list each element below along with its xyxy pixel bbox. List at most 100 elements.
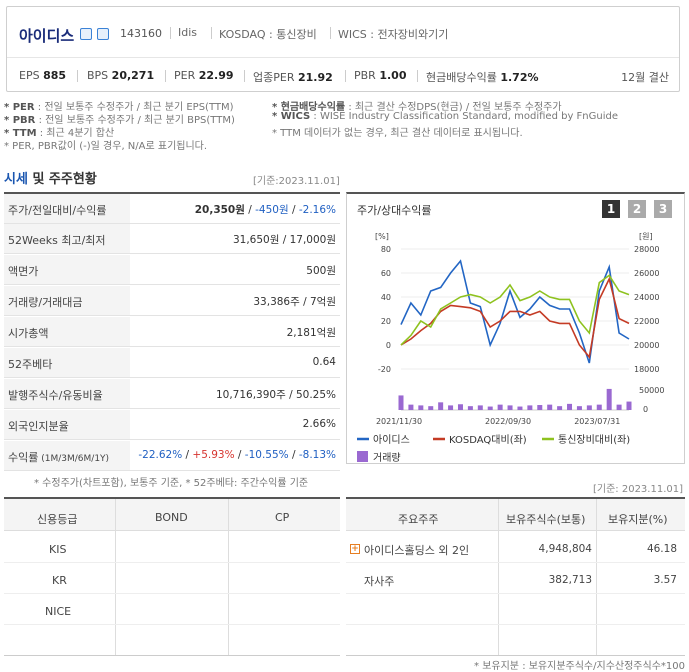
volume-bar xyxy=(408,404,414,410)
volume-bar xyxy=(547,404,553,410)
table-row: 52Weeks 최고/최저 31,650원 / 17,000원 xyxy=(4,224,340,254)
row-value: 2,181억원 xyxy=(286,327,336,339)
english-name: Idis xyxy=(178,26,198,39)
volume-bar xyxy=(537,405,543,410)
note-dividend: * 현금배당수익률 : 최근 결산 수정DPS(현금) / 전일 보통주 수정주… xyxy=(272,102,562,113)
row-value: 10,716,390주 / 50.25% xyxy=(215,389,336,401)
table-row: 거래량/거래대금 33,386주 / 7억원 xyxy=(4,286,340,316)
holder-name: 자사주 xyxy=(364,575,395,588)
table-row: 액면가 500원 xyxy=(4,255,340,285)
price-value: 20,350원 / -450원 / -2.16% xyxy=(194,204,336,216)
company-header: 아이디스 143160 Idis KOSDAQ : 통신장비 WICS : 전자… xyxy=(6,6,680,92)
rating-agency: KIS xyxy=(49,543,67,556)
stat-per: PER 22.99 xyxy=(174,69,234,82)
note-na: * PER, PBR값이 (-)일 경우, N/A로 표기됩니다. xyxy=(4,141,208,152)
volume-bar xyxy=(398,395,404,410)
note-pbr: * PBR : 전일 보통주 수정주가 / 최근 분기 BPS(TTM) xyxy=(4,115,235,126)
chart-tab-1[interactable]: 1 xyxy=(602,200,620,218)
note-ttm-missing: * TTM 데이터가 없는 경우, 최근 결산 데이터로 표시됩니다. xyxy=(272,128,523,139)
note-ttm: * TTM : 최근 4분기 합산 xyxy=(4,128,115,139)
credit-rating-table: 신용등급 BOND CP KIS KR NICE xyxy=(4,497,340,656)
right-tick-label: 20000 xyxy=(634,341,659,350)
left-tick-label: 0 xyxy=(386,341,391,350)
volume-bar xyxy=(418,405,424,410)
volume-bar xyxy=(497,404,503,410)
reference-date: [기준:2023.11.01] xyxy=(253,176,340,187)
volume-bar xyxy=(586,405,592,410)
row-value: 500원 xyxy=(306,265,336,277)
x-tick-label: 2023/07/31 xyxy=(574,417,620,426)
shareholders-table: 주요주주 보유주식수(보통) 보유지분(%) + 아이디스홀딩스 외 2인 4,… xyxy=(346,497,685,656)
ir-icon[interactable] xyxy=(97,28,109,40)
table-footnote: * 수정주가(차트포함), 보통주 기준, * 52주베타: 주간수익률 기준 xyxy=(34,478,309,489)
row-label: 외국인지분율 xyxy=(4,410,130,439)
table-row: 52주베타 0.64 xyxy=(4,348,340,378)
row-label: 주가/전일대비/수익률 xyxy=(4,194,130,223)
table-row: 수익률 (1M/3M/6M/1Y) -22.62% / +5.93% / -10… xyxy=(4,441,340,471)
table-row: 발행주식수/유동비율 10,716,390주 / 50.25% xyxy=(4,379,340,409)
row-label: 수익률 (1M/3M/6M/1Y) xyxy=(4,441,130,470)
row-value: 33,386주 / 7억원 xyxy=(253,296,336,308)
legend-label: KOSDAQ대비(좌) xyxy=(449,434,527,446)
holder-pct: 3.57 xyxy=(653,574,677,586)
company-name[interactable]: 아이디스 xyxy=(19,27,75,45)
right-tick-label: 28000 xyxy=(634,245,659,254)
table-row: 시가총액 2,181억원 xyxy=(4,317,340,347)
column-header: 보유주식수(보통) xyxy=(506,513,586,526)
holder-shares: 4,948,804 xyxy=(538,543,592,555)
note-per: * PER : 전일 보통주 수정주가 / 최근 분기 EPS(TTM) xyxy=(4,102,234,113)
column-header: 주요주주 xyxy=(398,513,439,526)
volume-bar xyxy=(507,405,513,410)
volume-bar xyxy=(448,405,454,410)
settlement-month: 12월 결산 xyxy=(621,71,669,84)
volume-bar xyxy=(477,405,483,410)
volume-bar xyxy=(557,406,563,410)
row-label: 발행주식수/유동비율 xyxy=(4,379,130,408)
volume-bar xyxy=(517,406,523,410)
market-table: 주가/전일대비/수익률 20,350원 / -450원 / -2.16% 52W… xyxy=(4,192,340,471)
holder-name[interactable]: 아이디스홀딩스 외 2인 xyxy=(364,544,470,557)
wics-sector: WICS : 전자장비와기기 xyxy=(338,28,449,41)
volume-bar xyxy=(626,401,632,410)
left-axis-unit: [%] xyxy=(375,232,389,241)
chart-tab-2[interactable]: 2 xyxy=(628,200,646,218)
chart-title: 주가/상대수익률 xyxy=(357,204,432,217)
stat-industry-per: 업종PER 21.92 xyxy=(253,71,333,84)
volume-bar xyxy=(576,406,582,410)
stat-eps: EPS 885 xyxy=(19,69,67,82)
column-header: CP xyxy=(275,511,290,524)
holder-shares: 382,713 xyxy=(548,574,592,586)
volume-bar xyxy=(616,404,622,410)
stock-code: 143160 xyxy=(120,27,162,40)
volume-bar xyxy=(487,406,493,410)
x-tick-label: 2021/11/30 xyxy=(376,417,422,426)
row-label: 액면가 xyxy=(4,255,130,284)
row-label: 시가총액 xyxy=(4,317,130,346)
column-header: 신용등급 xyxy=(37,513,78,526)
row-label: 52주베타 xyxy=(4,348,130,377)
volume-tick-label: 0 xyxy=(643,405,648,414)
right-tick-label: 18000 xyxy=(634,365,659,374)
section-title: 시세 및 주주현황 xyxy=(4,172,97,187)
right-tick-label: 26000 xyxy=(634,269,659,278)
column-header: 보유지분(%) xyxy=(608,513,668,526)
rating-agency: NICE xyxy=(45,605,72,618)
chart-tab-3[interactable]: 3 xyxy=(654,200,672,218)
legend-label: 아이디스 xyxy=(373,434,410,446)
x-tick-label: 2022/09/30 xyxy=(485,417,531,426)
left-tick-label: -20 xyxy=(378,365,391,374)
right-axis-unit: [원] xyxy=(639,232,653,241)
holders-footnote: * 보유지분 : 보유지분주식수/지수산정주식수*100 xyxy=(474,661,685,672)
row-label: 52Weeks 최고/최저 xyxy=(4,224,130,253)
volume-bar xyxy=(457,404,463,410)
left-tick-label: 80 xyxy=(381,245,391,254)
table-row: 주가/전일대비/수익률 20,350원 / -450원 / -2.16% xyxy=(4,194,340,224)
home-icon[interactable] xyxy=(80,28,92,40)
holder-pct: 46.18 xyxy=(646,543,677,555)
left-tick-label: 60 xyxy=(381,269,391,278)
legend-label: 거래량 xyxy=(373,452,401,464)
holders-reference-date: [기준: 2023.11.01] xyxy=(593,484,684,495)
expand-icon[interactable]: + xyxy=(350,544,360,554)
row-value: 2.66% xyxy=(302,418,336,430)
stat-pbr: PBR 1.00 xyxy=(354,69,407,82)
